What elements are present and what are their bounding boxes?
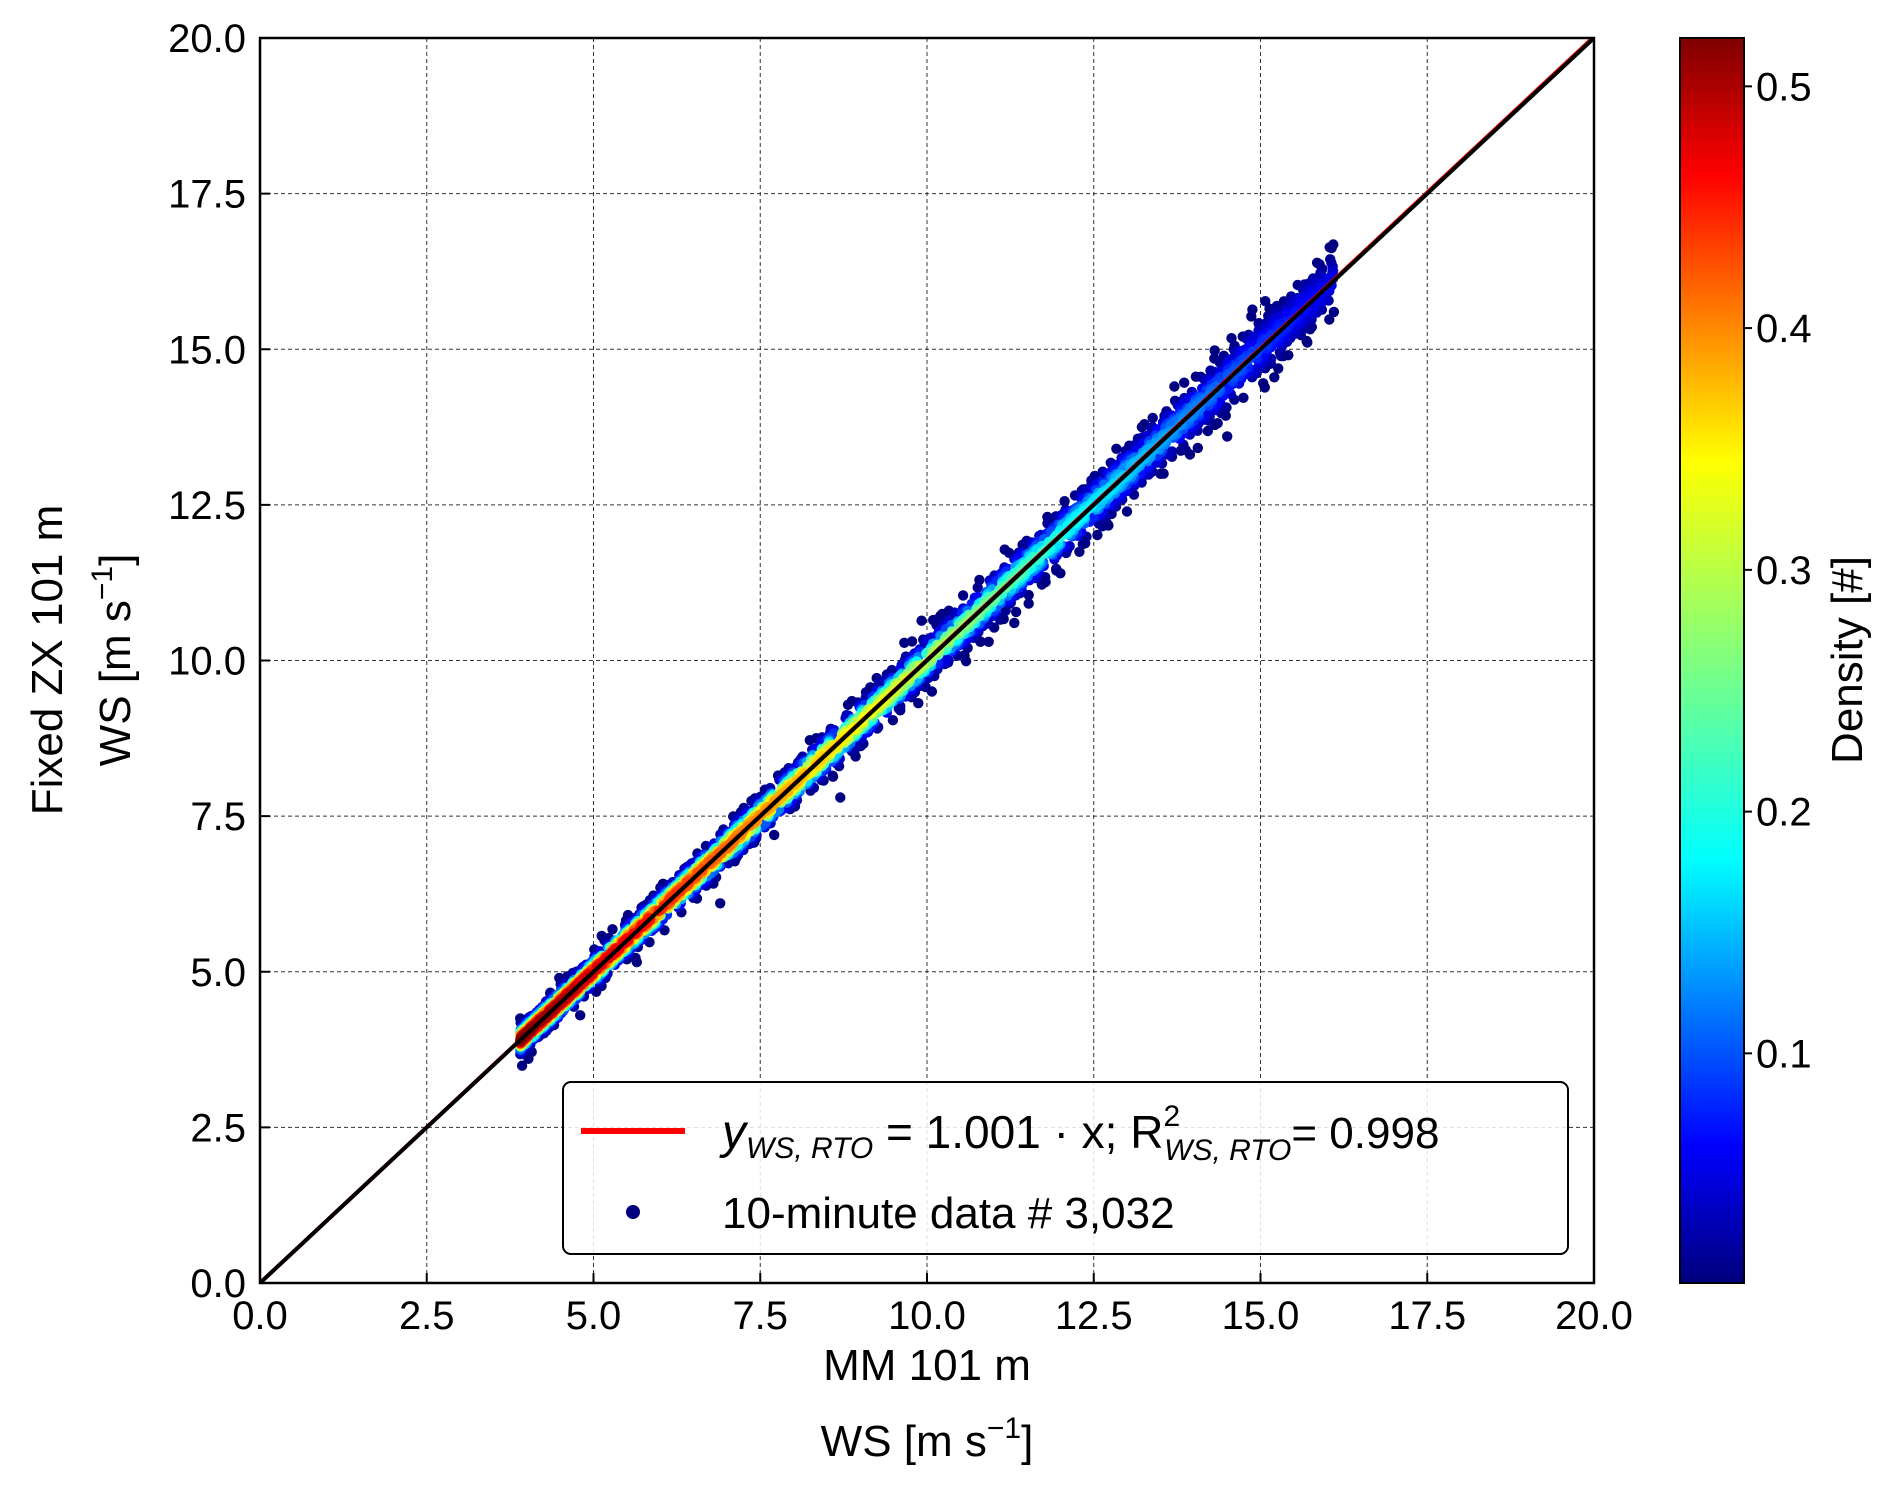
legend-scatter-marker bbox=[626, 1205, 640, 1219]
scatter-point bbox=[1258, 378, 1269, 389]
y-tick-label: 10.0 bbox=[168, 640, 246, 684]
x-tick-label: 0.0 bbox=[232, 1294, 288, 1338]
colorbar-ticks: 0.1 0.2 0.3 0.4 0.5 bbox=[1744, 65, 1812, 1076]
scatter-point bbox=[1009, 617, 1020, 629]
scatter-point bbox=[575, 1010, 586, 1021]
scatter-point bbox=[1192, 442, 1204, 454]
x-tick-label: 12.5 bbox=[1055, 1294, 1133, 1338]
axis-ticks: 0.00.0 2.5 2.5 5.0 5.0 7.5 7.5 10.0 10.0 12.5 12.5… bbox=[168, 17, 1633, 1338]
scatter-point bbox=[700, 840, 712, 852]
scatter-point bbox=[1158, 468, 1169, 479]
colorbar-gradient bbox=[1679, 37, 1745, 1284]
colorbar-tick-label: 0.1 bbox=[1756, 1032, 1812, 1076]
scatter-point bbox=[886, 664, 898, 676]
x-tick-label: 17.5 bbox=[1388, 1294, 1466, 1338]
colorbar-tick-label: 0.5 bbox=[1756, 65, 1812, 109]
scatter-point bbox=[957, 590, 969, 601]
y-tick-label: 20.0 bbox=[168, 17, 246, 61]
colorbar-label-group: Density [#] bbox=[1823, 556, 1872, 764]
scatter-point bbox=[983, 636, 994, 647]
scatter-point bbox=[1147, 412, 1158, 424]
x-tick-label: 5.0 bbox=[566, 1294, 622, 1338]
x-axis-title-line2: WS [m s−1] bbox=[821, 1412, 1034, 1466]
y-tick-label: 2.5 bbox=[190, 1106, 246, 1150]
x-tick-label: 10.0 bbox=[888, 1294, 966, 1338]
scatter-point bbox=[1121, 506, 1133, 517]
scatter-point bbox=[1238, 392, 1249, 403]
scatter-point bbox=[1209, 345, 1220, 356]
scatter-point bbox=[1326, 242, 1337, 254]
scatter-point bbox=[1051, 563, 1062, 574]
scatter-point bbox=[913, 698, 924, 709]
x-axis-title-line1: MM 101 m bbox=[823, 1341, 1031, 1390]
scatter-point bbox=[1222, 431, 1233, 442]
legend-box bbox=[562, 1081, 1569, 1255]
scatter-point bbox=[827, 770, 838, 781]
scatter-point bbox=[1111, 443, 1122, 454]
scatter-point bbox=[1202, 425, 1214, 437]
colorbar-tick-label: 0.2 bbox=[1756, 791, 1812, 835]
x-tick-label: 2.5 bbox=[399, 1294, 455, 1338]
scatter-point bbox=[516, 1060, 528, 1071]
y-axis-title-line1-group: Fixed ZX 101 m bbox=[23, 505, 72, 816]
scatter-point bbox=[769, 829, 780, 841]
identity-line bbox=[260, 38, 1594, 1283]
scatter-point bbox=[1092, 529, 1103, 541]
scatter-point bbox=[1169, 381, 1180, 392]
colorbar-label: Density [#] bbox=[1823, 556, 1872, 764]
y-axis-title-line2: WS [m s−1] bbox=[86, 554, 140, 767]
y-tick-label: 12.5 bbox=[168, 484, 246, 528]
scatter-point bbox=[1273, 363, 1284, 374]
scatter-point bbox=[842, 699, 854, 710]
scatter-point bbox=[906, 636, 918, 647]
scatter-point bbox=[887, 715, 899, 726]
y-tick-label: 17.5 bbox=[168, 173, 246, 217]
x-tick-label: 20.0 bbox=[1555, 1294, 1633, 1338]
scatter-point bbox=[835, 792, 846, 803]
y-tick-label: 5.0 bbox=[190, 951, 246, 995]
regression-lines bbox=[260, 38, 1594, 1283]
scatter-point bbox=[972, 582, 983, 593]
x-tick-label: 7.5 bbox=[732, 1294, 788, 1338]
colorbar-tick-label: 0.3 bbox=[1756, 549, 1812, 593]
scatter-point bbox=[1059, 496, 1070, 507]
colorbar: 0.1 0.2 0.3 0.4 0.5 Density [#] bbox=[1679, 37, 1872, 1284]
y-axis-title-line1: Fixed ZX 101 m bbox=[23, 505, 72, 816]
x-tick-label: 15.0 bbox=[1222, 1294, 1300, 1338]
scatter-points bbox=[514, 239, 1340, 1071]
scatter-point bbox=[1324, 314, 1335, 325]
legend: yWS, RTO = 1.001 · x; R2 WS, RTO= 0.998 1… bbox=[562, 1081, 1569, 1255]
scatter-point bbox=[1136, 421, 1148, 433]
scatter-point bbox=[899, 637, 910, 648]
scatter-point bbox=[1179, 377, 1190, 388]
scatter-point bbox=[1246, 311, 1257, 322]
legend-scatter-label: 10-minute data # 3,032 bbox=[722, 1189, 1175, 1238]
colorbar-tick-label: 0.4 bbox=[1756, 307, 1812, 351]
scatter-point bbox=[1023, 598, 1034, 609]
scatter-point bbox=[1010, 606, 1022, 618]
scatter-point bbox=[1328, 306, 1340, 318]
y-tick-label: 15.0 bbox=[168, 328, 246, 372]
scatter-point bbox=[715, 898, 726, 909]
scatter-point bbox=[1269, 372, 1280, 383]
legend-fit-label: yWS, RTO = 1.001 · x; R2 WS, RTO= 0.998 bbox=[719, 1100, 1439, 1167]
y-axis-title-line2-group: WS [m s−1] bbox=[86, 554, 140, 767]
scatter-point bbox=[916, 615, 927, 626]
scatter-point bbox=[607, 924, 618, 935]
y-tick-label: 0.0 bbox=[190, 1262, 246, 1306]
y-tick-label: 7.5 bbox=[190, 795, 246, 839]
